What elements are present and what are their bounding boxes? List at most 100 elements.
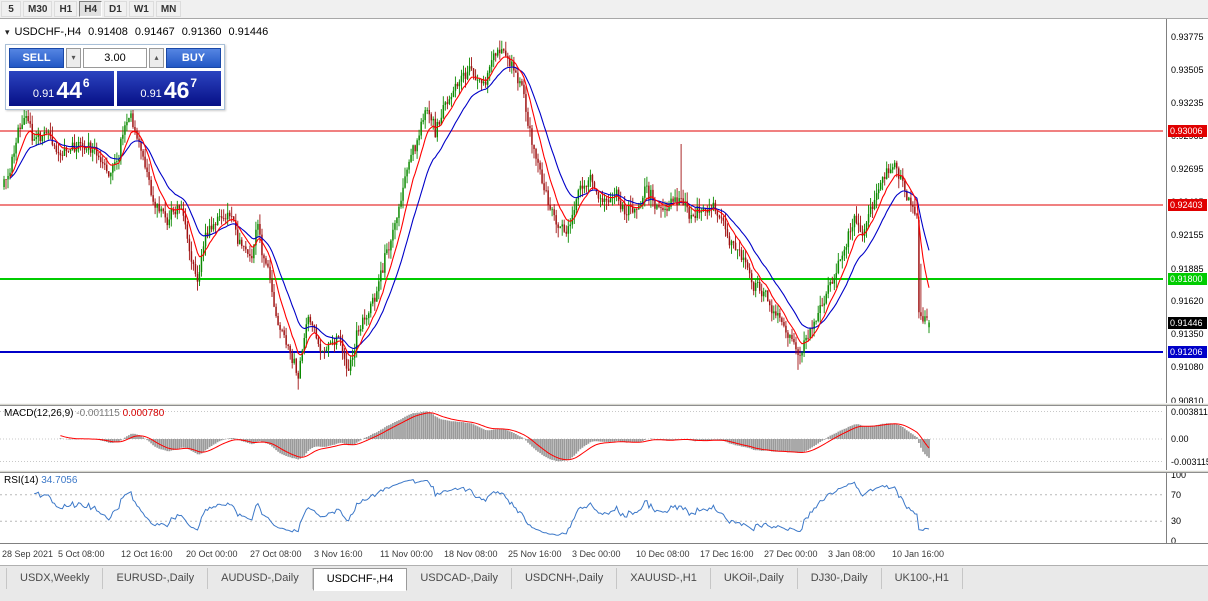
price-tick-label: 0.93775 <box>1171 31 1204 42</box>
macd-name: MACD(12,26,9) <box>4 408 74 419</box>
chart-tab-usdcnh-daily[interactable]: USDCNH-,Daily <box>511 568 618 589</box>
chart-tab-eurusd-daily[interactable]: EURUSD-,Daily <box>103 568 209 589</box>
time-axis-label: 27 Oct 08:00 <box>250 549 302 559</box>
timeframe-button-h1[interactable]: H1 <box>54 1 78 17</box>
time-axis-label: 10 Dec 08:00 <box>636 549 690 559</box>
rsi-axis-label: 30 <box>1171 516 1182 527</box>
sell-button[interactable]: SELL <box>9 48 64 68</box>
rsi-value: 34.7056 <box>41 475 78 486</box>
volume-input[interactable]: 3.00 <box>83 48 147 68</box>
time-axis-label: 17 Dec 16:00 <box>700 549 754 559</box>
rsi-plot <box>0 479 1163 536</box>
price-tag: 0.91446 <box>1168 316 1207 329</box>
sell-price-display[interactable]: 0.91 44 6 <box>9 71 114 106</box>
rsi-axis-label: 100 <box>1171 470 1187 480</box>
time-axis[interactable]: 28 Sep 2021 5 Oct 08:00 12 Oct 16:00 20 Oct… <box>0 543 1208 565</box>
buy-price-big: 46 <box>163 77 190 103</box>
price-tick-label: 0.91620 <box>1171 296 1204 307</box>
chart-tab-audusd-daily[interactable]: AUDUSD-,Daily <box>208 568 313 589</box>
macd-signal-value: 0.000780 <box>122 408 165 419</box>
buy-button[interactable]: BUY <box>166 48 221 68</box>
chart-tab-usdcad-daily[interactable]: USDCAD-,Daily <box>407 568 512 589</box>
timeframe-button-w1[interactable]: W1 <box>128 1 154 17</box>
time-axis-label: 20 Oct 00:00 <box>186 549 238 559</box>
time-axis-label: 27 Dec 00:00 <box>764 549 818 559</box>
price-tick-label: 0.90810 <box>1171 395 1204 406</box>
price-tag: 0.91800 <box>1168 273 1207 286</box>
timeframe-button-h4[interactable]: H4 <box>79 1 103 17</box>
rsi-label: RSI(14) 34.7056 <box>4 475 77 486</box>
chart-tab-bar: USDX,Weekly EURUSD-,Daily AUDUSD-,Daily USD… <box>0 565 1208 601</box>
sell-price-pip: 6 <box>82 76 90 90</box>
price-tick-label: 0.93235 <box>1171 97 1204 108</box>
sell-price-prefix: 0.91 <box>32 88 55 100</box>
timeframe-button-d1[interactable]: D1 <box>104 1 127 17</box>
macd-main-value: -0.001115 <box>76 408 120 419</box>
time-axis-label: 11 Nov 00:00 <box>380 549 433 559</box>
time-axis-label: 3 Nov 16:00 <box>314 549 363 559</box>
panel-divider[interactable] <box>0 403 1208 406</box>
candlestick-plot <box>0 40 1163 390</box>
price-tick-label: 0.92695 <box>1171 164 1204 175</box>
chart-ohlc-header: ▾ USDCHF-,H4 0.91408 0.91467 0.91360 0.9… <box>5 26 268 38</box>
rsi-name: RSI(14) <box>4 475 39 486</box>
volume-up-stepper[interactable]: ▴ <box>149 48 164 68</box>
rsi-axis-label: 0 <box>1171 536 1177 546</box>
price-tick-label: 0.91885 <box>1171 263 1204 274</box>
macd-label: MACD(12,26,9) -0.001115 0.000780 <box>4 408 164 419</box>
chart-symbol-label: USDCHF-,H4 <box>14 26 82 38</box>
time-axis-label: 5 Oct 08:00 <box>58 549 105 559</box>
ohlc-low: 0.91360 <box>181 26 222 38</box>
price-tag: 0.91206 <box>1168 346 1207 358</box>
price-tick-label: 0.92155 <box>1171 230 1204 241</box>
macd-histogram <box>59 411 930 462</box>
time-axis-label: 25 Nov 16:00 <box>508 549 562 559</box>
timeframe-button-5[interactable]: 5 <box>1 1 21 17</box>
buy-price-display[interactable]: 0.91 46 7 <box>116 71 221 106</box>
chart-tab-ukoil-daily[interactable]: UKOil-,Daily <box>710 568 798 589</box>
price-tick-label: 0.91080 <box>1171 362 1204 373</box>
chart-tab-uk100-h1[interactable]: UK100-,H1 <box>881 568 964 589</box>
chart-tab-usdx-weekly[interactable]: USDX,Weekly <box>6 568 104 589</box>
panel-divider[interactable] <box>0 470 1208 473</box>
buy-price-pip: 7 <box>190 76 198 90</box>
sell-price-big: 44 <box>56 77 82 103</box>
time-axis-label: 12 Oct 16:00 <box>121 549 173 559</box>
ohlc-open: 0.91408 <box>88 26 128 38</box>
macd-axis-label: -0.003115 <box>1171 456 1208 467</box>
rsi-axis-label: 70 <box>1171 489 1182 500</box>
ohlc-close: 0.91446 <box>228 26 269 38</box>
chart-tab-dj30-daily[interactable]: DJ30-,Daily <box>797 568 882 589</box>
price-tag: 0.92403 <box>1168 199 1207 212</box>
macd-axis-label: 0.003811 <box>1171 406 1208 417</box>
timeframe-button-mn[interactable]: MN <box>155 1 182 17</box>
chart-tab-usdchf-h4[interactable]: USDCHF-,H4 <box>312 568 408 591</box>
time-axis-label: 28 Sep 2021 <box>2 549 54 559</box>
ma-slow-line <box>9 66 930 350</box>
one-click-collapse-icon[interactable]: ▾ <box>5 26 10 37</box>
buy-price-prefix: 0.91 <box>140 88 162 100</box>
macd-axis-label: 0.00 <box>1171 434 1189 444</box>
time-axis-label: 3 Dec 00:00 <box>572 549 621 559</box>
main-chart[interactable]: ▾ USDCHF-,H4 0.91408 0.91467 0.91360 0.9… <box>0 19 1166 403</box>
macd-signal-line <box>60 412 930 461</box>
ma-fast-line <box>9 56 930 357</box>
rsi-panel[interactable]: RSI(14) 34.7056 <box>0 473 1166 543</box>
rsi-line <box>34 479 930 536</box>
ohlc-high: 0.91467 <box>134 26 175 38</box>
timeframe-button-m30[interactable]: M30 <box>23 1 53 17</box>
price-axis[interactable]: 0.937750.935050.932350.929650.926950.924… <box>1166 19 1208 546</box>
timeframe-toolbar: 5 M30 H1 H4 D1 W1 MN <box>0 0 1208 19</box>
one-click-trade-panel: SELL ▾ 3.00 ▴ BUY 0.91 44 6 0.91 46 7 <box>5 44 225 110</box>
chevron-down-icon: ▾ <box>71 53 76 62</box>
volume-down-stepper[interactable]: ▾ <box>66 48 81 68</box>
price-tick-label: 0.93505 <box>1171 64 1204 75</box>
macd-plot <box>0 411 1163 462</box>
time-axis-label: 3 Jan 08:00 <box>828 549 876 559</box>
price-tick-label: 0.91350 <box>1171 329 1204 340</box>
time-axis-label: 18 Nov 08:00 <box>444 549 498 559</box>
macd-panel[interactable]: MACD(12,26,9) -0.001115 0.000780 <box>0 406 1166 470</box>
time-axis-label: 10 Jan 16:00 <box>892 549 945 559</box>
chart-tab-xauusd-h1[interactable]: XAUUSD-,H1 <box>617 568 711 589</box>
chevron-up-icon: ▴ <box>154 53 159 62</box>
